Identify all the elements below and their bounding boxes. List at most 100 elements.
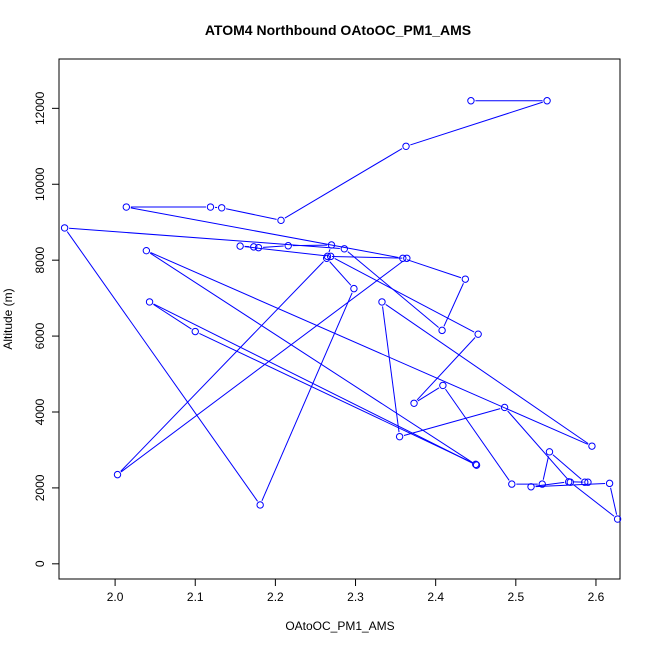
data-point	[122, 203, 131, 211]
data-point	[472, 460, 480, 469]
data-point	[217, 204, 226, 212]
y-tick-label: 2000	[33, 474, 47, 501]
series-segment	[244, 246, 327, 257]
data-point	[327, 241, 336, 249]
y-tick-label: 12000	[33, 91, 47, 125]
series-segment	[329, 261, 352, 286]
x-tick-label: 2.5	[507, 590, 524, 604]
data-point	[410, 399, 418, 407]
data-point	[527, 483, 535, 491]
y-axis-label: Altitude (m)	[1, 288, 15, 349]
data-point	[350, 284, 358, 293]
series-segment	[443, 283, 464, 327]
series-segment	[149, 252, 474, 464]
series-segment	[130, 207, 399, 258]
series-segment	[403, 408, 501, 436]
data-point	[566, 478, 575, 486]
y-tick-label: 0	[33, 560, 47, 567]
data-point	[256, 501, 264, 509]
series-segment	[120, 261, 324, 472]
series-segment	[445, 388, 510, 481]
data-point	[113, 470, 122, 479]
data-point	[605, 479, 614, 488]
series-segment	[328, 249, 331, 253]
data-point	[613, 515, 622, 523]
data-point	[323, 252, 332, 261]
data-point	[284, 242, 292, 250]
series-altitude	[60, 97, 622, 523]
data-point	[250, 243, 258, 251]
series-segment	[120, 260, 404, 473]
data-point	[472, 461, 481, 469]
x-tick-label: 2.1	[187, 590, 204, 604]
y-tick-label: 6000	[33, 322, 47, 349]
data-point	[191, 327, 199, 336]
data-point	[145, 298, 154, 306]
data-point	[206, 203, 215, 211]
x-tick-label: 2.2	[267, 590, 284, 604]
data-point	[584, 478, 592, 486]
data-point	[508, 480, 516, 488]
y-tick-label: 8000	[33, 246, 47, 273]
series-segment	[225, 208, 277, 220]
series-segment	[69, 227, 340, 249]
data-point	[142, 246, 151, 255]
series-segment	[263, 245, 284, 248]
data-point	[395, 432, 404, 441]
data-point	[340, 245, 349, 253]
data-point	[438, 326, 446, 335]
data-point	[399, 254, 407, 262]
x-tick-label: 2.0	[107, 590, 124, 604]
series-segment	[66, 231, 258, 502]
data-point	[500, 403, 509, 412]
series-segment	[610, 487, 618, 515]
series-segment	[416, 337, 476, 401]
data-point	[474, 330, 482, 338]
series-segment	[542, 456, 549, 480]
series-segment	[153, 303, 192, 330]
y-tick-label: 4000	[33, 398, 47, 425]
series-segment	[382, 306, 400, 433]
plot-frame	[58, 58, 621, 580]
series-segment	[199, 332, 472, 463]
series-segment	[507, 410, 568, 480]
y-tick-label: 10000	[33, 167, 47, 201]
series-segment	[406, 259, 462, 279]
series-segment	[385, 304, 589, 445]
data-point	[403, 254, 411, 262]
data-point	[545, 448, 554, 456]
series-segment	[573, 484, 615, 517]
y-axis: 0 2000 4000 6000 8000 10000 12000	[33, 91, 60, 567]
series-segment	[150, 252, 589, 445]
x-tick-label: 2.6	[588, 590, 605, 604]
data-point	[581, 478, 589, 486]
data-point	[461, 275, 470, 283]
series-segment	[535, 481, 565, 487]
series-segment	[284, 148, 403, 219]
chart-title: ATOM4 Northbound OAtoOC_PM1_AMS	[205, 22, 471, 38]
data-point	[588, 442, 596, 450]
x-axis: 2.0 2.1 2.2 2.3 2.4 2.5 2.6	[107, 578, 605, 604]
data-point	[326, 252, 335, 261]
x-tick-label: 2.4	[427, 590, 444, 604]
data-point	[277, 216, 285, 225]
series-segment	[153, 303, 473, 464]
x-axis-label: OAtoOC_PM1_AMS	[285, 619, 394, 633]
data-point	[467, 97, 475, 105]
series-segment	[261, 292, 353, 502]
data-point	[538, 480, 546, 488]
data-point	[543, 97, 551, 105]
data-point	[378, 298, 386, 306]
data-point	[236, 242, 244, 250]
series-segment	[292, 244, 327, 247]
data-point	[60, 224, 69, 232]
data-point	[402, 142, 410, 150]
data-point	[254, 243, 263, 252]
series-segment	[331, 255, 403, 259]
series-segment	[552, 454, 582, 480]
series-segment	[410, 101, 543, 146]
x-tick-label: 2.3	[347, 590, 364, 604]
series-segment	[334, 258, 475, 333]
series-segment	[417, 387, 440, 402]
